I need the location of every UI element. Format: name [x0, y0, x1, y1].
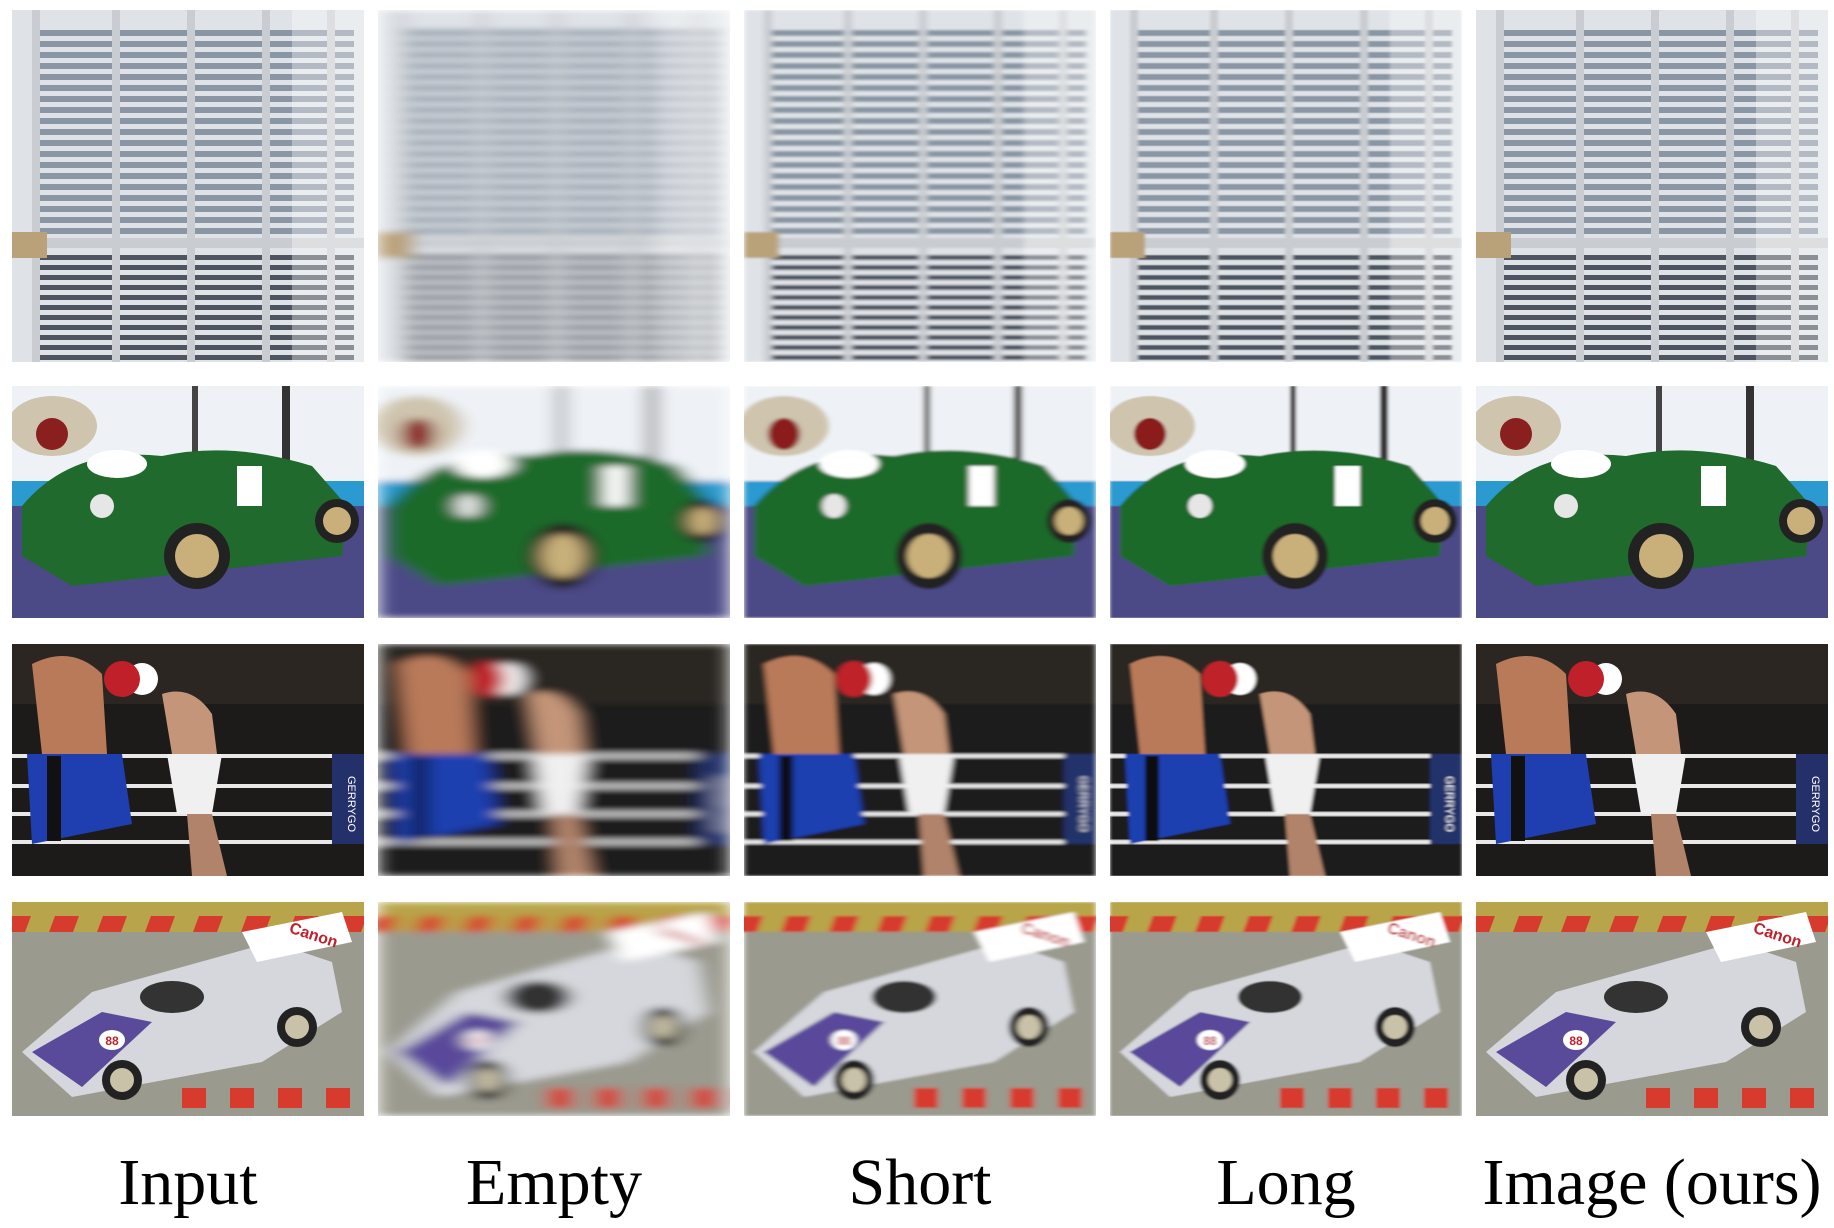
photo-race-car-short: Canon88 [744, 902, 1096, 1116]
photo-window-shutters-empty [378, 10, 730, 362]
photo-window-shutters-long [1110, 10, 1462, 362]
photo-race-car-empty: Canon88 [378, 902, 730, 1116]
svg-text:88: 88 [105, 1034, 119, 1048]
photo-green-sports-car-empty [378, 386, 730, 618]
photo-boxing-match-empty: GERRYGO [378, 644, 730, 876]
photo-green-sports-car-input [12, 386, 364, 618]
svg-text:88: 88 [1569, 1034, 1583, 1048]
photo-green-sports-car-long [1110, 386, 1462, 618]
photo-race-car-input: Canon88 [12, 902, 364, 1116]
photo-window-shutters-ours [1476, 10, 1828, 362]
svg-text:GERRYGO: GERRYGO [345, 776, 357, 832]
svg-text:GERRYGO: GERRYGO [711, 776, 723, 832]
column-label-empty: Empty [378, 1150, 730, 1216]
photo-boxing-match-long: GERRYGO [1110, 644, 1462, 876]
column-label-short: Short [744, 1150, 1096, 1216]
photo-green-sports-car-ours [1476, 386, 1828, 618]
photo-race-car-long: Canon88 [1110, 902, 1462, 1116]
photo-boxing-match-short: GERRYGO [744, 644, 1096, 876]
photo-window-shutters-input [12, 10, 364, 362]
column-label-input: Input [12, 1150, 364, 1216]
photo-green-sports-car-short [744, 386, 1096, 618]
svg-text:GERRYGO: GERRYGO [1809, 776, 1821, 832]
photo-race-car-ours: Canon88 [1476, 902, 1828, 1116]
svg-text:88: 88 [1203, 1034, 1217, 1048]
column-label-ours: Image (ours) [1476, 1150, 1828, 1216]
photo-boxing-match-ours: GERRYGO [1476, 644, 1828, 876]
column-label-long: Long [1110, 1150, 1462, 1216]
svg-text:88: 88 [837, 1034, 851, 1048]
photo-boxing-match-input: GERRYGO [12, 644, 364, 876]
photo-window-shutters-short [744, 10, 1096, 362]
svg-text:88: 88 [471, 1034, 485, 1048]
svg-text:GERRYGO: GERRYGO [1077, 776, 1089, 832]
svg-text:GERRYGO: GERRYGO [1443, 776, 1455, 832]
